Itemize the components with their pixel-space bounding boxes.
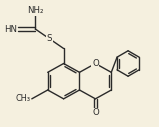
Text: O: O xyxy=(92,108,99,117)
Text: S: S xyxy=(47,34,52,43)
Text: NH₂: NH₂ xyxy=(27,6,44,15)
Text: HN: HN xyxy=(4,25,17,34)
Text: O: O xyxy=(92,59,99,68)
Text: CH₃: CH₃ xyxy=(15,94,30,103)
